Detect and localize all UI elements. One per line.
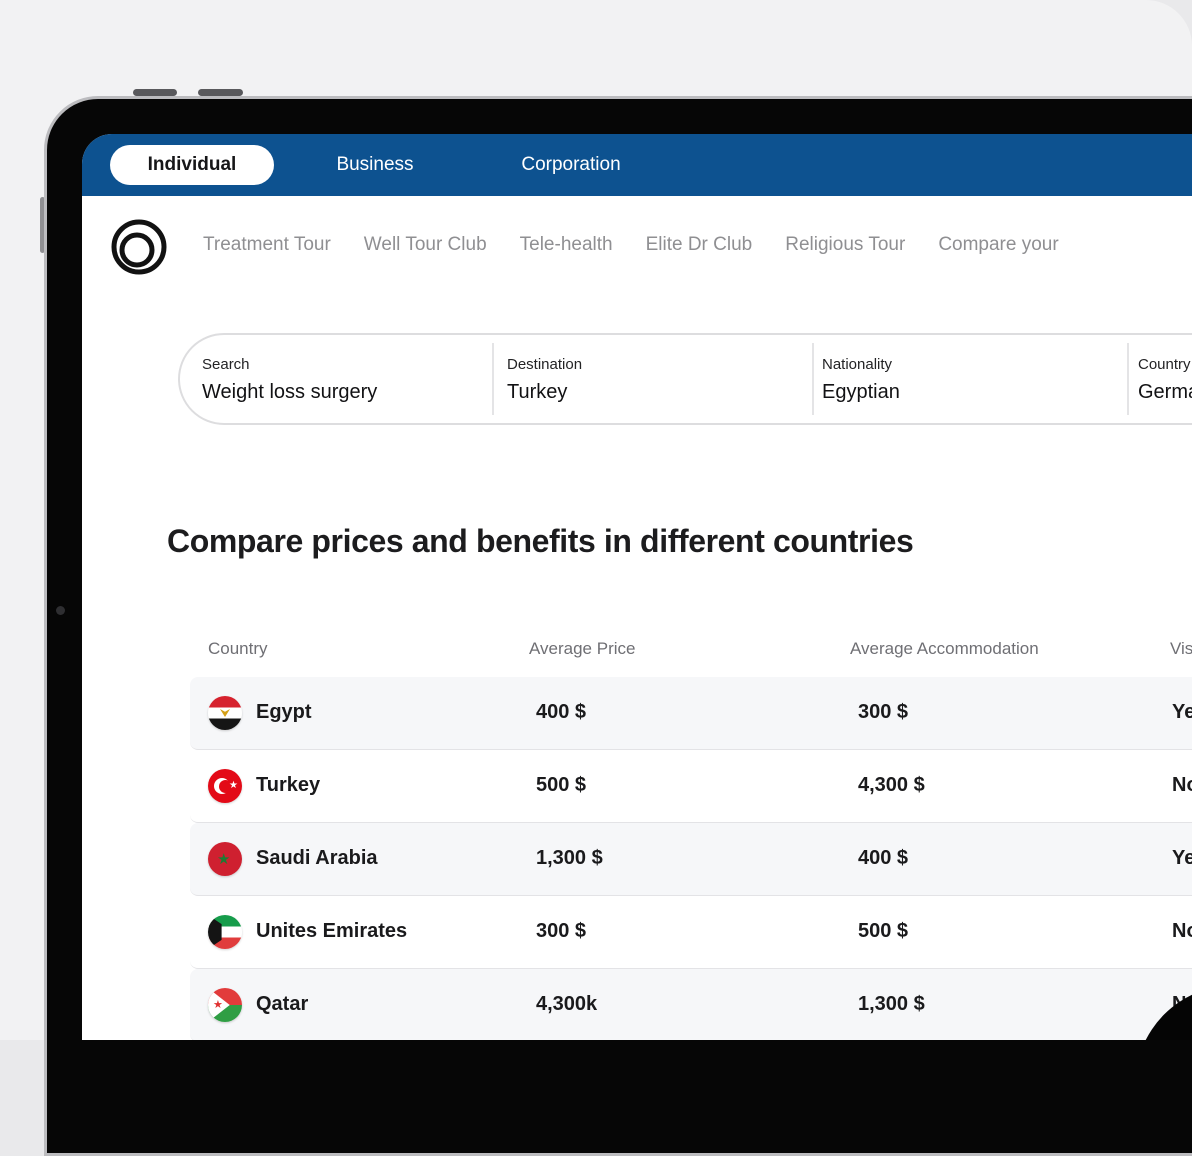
table-row-unites-emirates[interactable]: Unites Emirates 300 $ 500 $ No xyxy=(190,896,1192,969)
search-field-value: Weight loss surgery xyxy=(202,381,378,403)
visa-cell: Yes xyxy=(1172,701,1192,723)
volume-up-button xyxy=(133,89,177,96)
saudi-arabia-flag-icon: ★ xyxy=(208,842,242,876)
brand-logo-icon[interactable] xyxy=(107,216,171,280)
destination-field-label: Destination xyxy=(507,356,583,373)
nationality-field-label: Nationality xyxy=(822,356,893,373)
tab-individual[interactable]: Individual xyxy=(110,145,274,185)
tab-corporation[interactable]: Corporation xyxy=(521,154,621,175)
price-cell: 4,300k xyxy=(536,993,598,1015)
unites-emirates-flag-icon xyxy=(208,915,242,949)
comparison-table: Egypt 400 $ 300 $ Yes ★ Turkey 500 $ 4,3… xyxy=(190,677,1192,1040)
accommodation-cell: 500 $ xyxy=(858,920,909,942)
accommodation-cell: 1,300 $ xyxy=(858,993,925,1015)
main-nav: Treatment Tour Well Tour Club Tele-healt… xyxy=(203,234,1059,256)
table-row-turkey[interactable]: ★ Turkey 500 $ 4,300 $ No xyxy=(190,750,1192,823)
tablet-screen: Individual Business Corporation Treatmen… xyxy=(82,134,1192,1040)
search-divider xyxy=(812,343,814,415)
price-cell: 400 $ xyxy=(536,701,587,723)
nationality-field-value: Egyptian xyxy=(822,381,900,403)
search-bar: Search Weight loss surgery Destination T… xyxy=(178,333,1192,425)
turkey-flag-icon: ★ xyxy=(208,769,242,803)
header-country: Country xyxy=(208,639,268,658)
country-cell: Saudi Arabia xyxy=(256,847,378,869)
header-visa: Visa xyxy=(1170,639,1192,658)
header-average-accommodation: Average Accommodation xyxy=(850,639,1039,658)
country-cell: Unites Emirates xyxy=(256,920,408,942)
tab-business[interactable]: Business xyxy=(336,154,414,175)
table-row-qatar[interactable]: ★ Qatar 4,300k 1,300 $ No xyxy=(190,969,1192,1040)
price-cell: 500 $ xyxy=(536,774,587,796)
front-camera-icon xyxy=(56,606,65,615)
search-divider xyxy=(492,343,494,415)
search-field-label: Search xyxy=(202,356,250,373)
accommodation-cell: 4,300 $ xyxy=(858,774,925,796)
table-header-row: Country Average Price Average Accommodat… xyxy=(190,631,1192,671)
nav-item-compare-your[interactable]: Compare your xyxy=(938,234,1059,255)
header-average-price: Average Price xyxy=(529,639,636,658)
device-side-button xyxy=(40,197,45,253)
qatar-flag-icon: ★ xyxy=(208,988,242,1022)
page-title: Compare prices and benefits in different… xyxy=(167,523,914,560)
volume-down-button xyxy=(198,89,243,96)
visa-cell: No xyxy=(1172,774,1192,796)
country-cell: Egypt xyxy=(256,701,312,723)
destination-field-value: Turkey xyxy=(507,381,568,403)
country-field-value: Germany xyxy=(1138,381,1192,403)
nav-item-treatment-tour[interactable]: Treatment Tour xyxy=(203,234,331,255)
price-cell: 300 $ xyxy=(536,920,587,942)
nav-item-well-tour-club[interactable]: Well Tour Club xyxy=(363,234,487,255)
country-cell: Qatar xyxy=(256,993,309,1015)
nav-item-tele-health[interactable]: Tele-health xyxy=(519,234,613,255)
accommodation-cell: 300 $ xyxy=(858,701,909,723)
country-cell: Turkey xyxy=(256,774,321,796)
country-field-label: Country xyxy=(1138,356,1191,373)
nav-item-religious-tour[interactable]: Religious Tour xyxy=(785,234,906,255)
accommodation-cell: 400 $ xyxy=(858,847,909,869)
egypt-flag-icon xyxy=(208,696,242,730)
search-divider xyxy=(1127,343,1129,415)
visa-cell: No xyxy=(1172,920,1192,942)
table-row-saudi-arabia[interactable]: ★ Saudi Arabia 1,300 $ 400 $ Yes xyxy=(190,823,1192,896)
visa-cell: Yes xyxy=(1172,847,1192,869)
table-row-egypt[interactable]: Egypt 400 $ 300 $ Yes xyxy=(190,677,1192,750)
audience-tab-bar: Individual Business Corporation xyxy=(82,134,1192,196)
nav-item-elite-dr-club[interactable]: Elite Dr Club xyxy=(645,234,753,255)
price-cell: 1,300 $ xyxy=(536,847,603,869)
